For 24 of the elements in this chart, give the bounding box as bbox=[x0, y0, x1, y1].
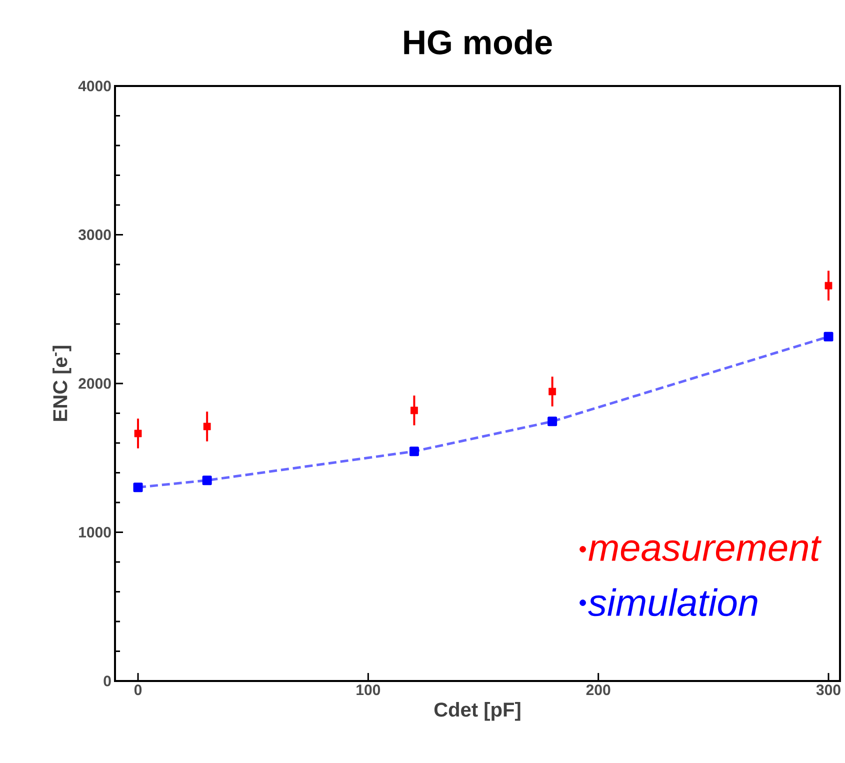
point bbox=[410, 406, 418, 414]
x-tick-label: 100 bbox=[356, 684, 380, 696]
x-tick-label: 300 bbox=[816, 684, 840, 696]
point bbox=[548, 388, 556, 396]
x-tick-label: 200 bbox=[586, 684, 610, 696]
point bbox=[548, 416, 558, 426]
y-tick-label: 3000 bbox=[78, 229, 111, 240]
y-tick-label: 0 bbox=[104, 676, 111, 686]
legend-label: simulation bbox=[588, 588, 758, 616]
point bbox=[202, 476, 212, 486]
point bbox=[824, 282, 832, 290]
chart-title: HG mode bbox=[404, 29, 552, 54]
point bbox=[203, 422, 211, 430]
point bbox=[824, 332, 834, 342]
x-axis-title: Cdet [pF] bbox=[434, 702, 520, 721]
y-tick-label: 2000 bbox=[78, 378, 111, 389]
y-tick-label: 4000 bbox=[78, 80, 111, 92]
point bbox=[134, 430, 142, 438]
y-axis-title: ENC [e$^{-}$] bbox=[52, 346, 72, 421]
legend-label: measurement bbox=[588, 536, 822, 562]
point bbox=[409, 446, 419, 456]
x-tick-label: 0 bbox=[134, 684, 142, 696]
y-tick-label: 1000 bbox=[79, 526, 111, 538]
point bbox=[133, 482, 143, 492]
